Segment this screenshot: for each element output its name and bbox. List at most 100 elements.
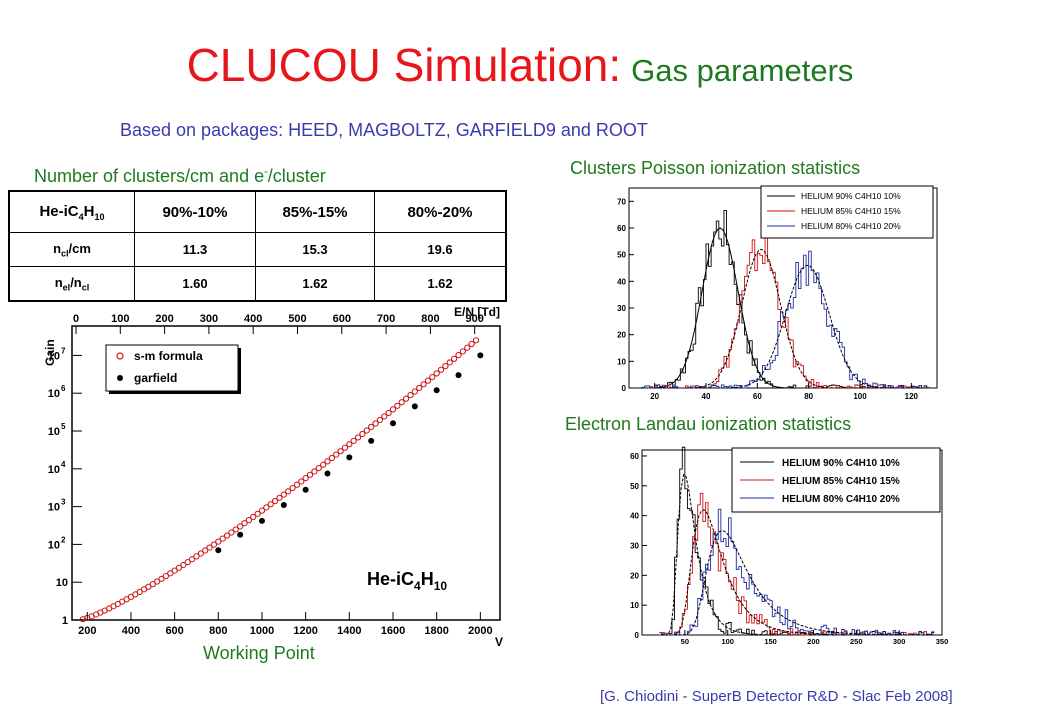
landau-ytick-label: 60 bbox=[630, 452, 639, 461]
poisson-ytick-label: 70 bbox=[617, 197, 626, 206]
sm-formula-point bbox=[184, 559, 191, 566]
sm-formula-point bbox=[451, 355, 458, 362]
sm-formula-point bbox=[459, 348, 466, 355]
sm-formula-point bbox=[276, 494, 283, 501]
landau-xtick-label: 100 bbox=[721, 637, 734, 645]
landau-xtick-label: 300 bbox=[893, 637, 906, 645]
gain-ytick-label: 10 bbox=[48, 426, 60, 438]
table-header-gas: He-iC4H10 bbox=[8, 190, 135, 233]
legend-label-sm: s-m formula bbox=[134, 349, 203, 363]
table-header-col: 85%-15% bbox=[255, 190, 375, 233]
garfield-point bbox=[455, 372, 462, 379]
gain-toptick-label: 800 bbox=[421, 313, 439, 325]
row-label-sub: el bbox=[62, 282, 71, 293]
sm-formula-point bbox=[215, 538, 222, 545]
poisson-ytick-label: 60 bbox=[617, 224, 626, 233]
garfield-point bbox=[324, 470, 331, 477]
gain-xtick-label: 1800 bbox=[424, 625, 448, 637]
table-cell: 19.6 bbox=[374, 232, 507, 267]
sm-formula-point bbox=[258, 507, 266, 514]
gain-xtick-label: 600 bbox=[165, 625, 183, 637]
gain-marks bbox=[79, 337, 484, 623]
gain-ytick-label: 10 bbox=[48, 464, 60, 476]
table-cell: 1.62 bbox=[374, 266, 507, 302]
gain-toptick-label: 700 bbox=[377, 313, 395, 325]
sm-formula-point bbox=[376, 416, 383, 424]
sm-formula-point bbox=[420, 381, 427, 388]
sm-formula-point bbox=[79, 616, 87, 623]
poisson-xtick-label: 40 bbox=[702, 392, 711, 401]
garfield-point bbox=[390, 420, 396, 427]
landau-legend-label-90: HELIUM 90% C4H10 10% bbox=[782, 458, 900, 469]
table-caption-text: Number of clusters/cm and e bbox=[34, 166, 265, 186]
title-main: CLUCOU Simulation: bbox=[186, 39, 622, 91]
sm-formula-point bbox=[154, 578, 161, 585]
gain-toptick-label: 0 bbox=[73, 313, 79, 325]
sm-formula-point bbox=[237, 523, 244, 530]
gain-xtick-label: 1200 bbox=[293, 625, 317, 637]
landau-xtick-label: 250 bbox=[850, 637, 863, 645]
sm-formula-point bbox=[250, 513, 257, 521]
gas-label-sub1: 4 bbox=[414, 579, 421, 593]
sm-formula-point bbox=[328, 454, 335, 462]
sm-formula-point bbox=[254, 510, 261, 517]
sm-formula-point bbox=[446, 359, 453, 366]
gas-parameters-table: He-iC4H10 90%-10% 85%-15% 80%-20% ncl/cm… bbox=[8, 190, 507, 302]
sm-formula-point bbox=[368, 423, 375, 431]
gas-h: H bbox=[83, 202, 95, 220]
sm-formula-point bbox=[320, 461, 327, 468]
gain-xlabel: V bbox=[495, 635, 503, 649]
landau-ytick-label: 50 bbox=[630, 482, 639, 491]
sm-formula-point bbox=[468, 340, 475, 348]
sm-formula-point bbox=[171, 567, 178, 574]
sm-formula-point bbox=[363, 427, 370, 434]
landau-ytick-label: 30 bbox=[630, 541, 639, 550]
sm-formula-point bbox=[189, 556, 196, 563]
sm-formula-point bbox=[302, 475, 309, 482]
sm-formula-point bbox=[324, 458, 331, 465]
sm-formula-point bbox=[206, 544, 213, 551]
gain-toptick-label: 400 bbox=[244, 313, 262, 325]
gain-ytick-exponent: 3 bbox=[61, 498, 66, 507]
garfield-point bbox=[215, 547, 222, 554]
poisson-ytick-label: 0 bbox=[622, 384, 627, 393]
sm-formula-point bbox=[245, 517, 252, 524]
sm-formula-point bbox=[140, 586, 148, 593]
sm-formula-point bbox=[306, 471, 314, 478]
sm-formula-point bbox=[354, 434, 362, 441]
sm-formula-point bbox=[333, 451, 340, 458]
gain-toptick-label: 500 bbox=[288, 313, 306, 325]
sm-formula-point bbox=[394, 402, 401, 409]
sm-formula-point bbox=[411, 388, 418, 395]
gain-xtick-label: 1600 bbox=[381, 625, 405, 637]
gas-label-base: He-iC bbox=[367, 569, 414, 589]
poisson-xtick-label: 120 bbox=[905, 392, 919, 401]
sm-formula-point bbox=[289, 484, 296, 492]
clusters-poisson-chart: 20 40 60 80 100 120 0 10 20 30 40 50 60 70 HELIUM 90%… bbox=[617, 185, 938, 401]
gain-ytick-exponent: 2 bbox=[61, 535, 66, 544]
row-label-rest: /cm bbox=[68, 240, 91, 256]
gas-sub1: 4 bbox=[78, 211, 84, 222]
gain-top-axis-label: E/N [Td] bbox=[454, 305, 500, 319]
sm-formula-point bbox=[167, 570, 174, 577]
sm-formula-point bbox=[232, 526, 239, 533]
gas-label-h: H bbox=[421, 569, 434, 589]
table-cell: 15.3 bbox=[255, 232, 375, 267]
sm-formula-point bbox=[267, 501, 274, 508]
gain-ytick-label: 1 bbox=[62, 615, 68, 627]
citation: [G. Chiodini - SuperB Detector R&D - Sla… bbox=[600, 688, 953, 705]
sm-formula-point bbox=[337, 448, 344, 455]
table-header-row: He-iC4H10 90%-10% 85%-15% 80%-20% bbox=[8, 190, 507, 233]
gain-xtick-label: 400 bbox=[122, 625, 140, 637]
sm-formula-point bbox=[372, 420, 379, 427]
gas-base: He-iC bbox=[39, 202, 79, 220]
gain-toptick-label: 600 bbox=[333, 313, 351, 325]
gain-xtick-label: 800 bbox=[209, 625, 227, 637]
clusters-caption: Clusters Poisson ionization statistics bbox=[570, 158, 861, 178]
poisson-fit-2 bbox=[640, 264, 929, 389]
landau-ytick-label: 40 bbox=[630, 512, 639, 521]
sm-formula-point bbox=[416, 384, 423, 392]
gain-xtick-label: 2000 bbox=[468, 625, 492, 637]
sm-formula-point bbox=[263, 504, 270, 511]
